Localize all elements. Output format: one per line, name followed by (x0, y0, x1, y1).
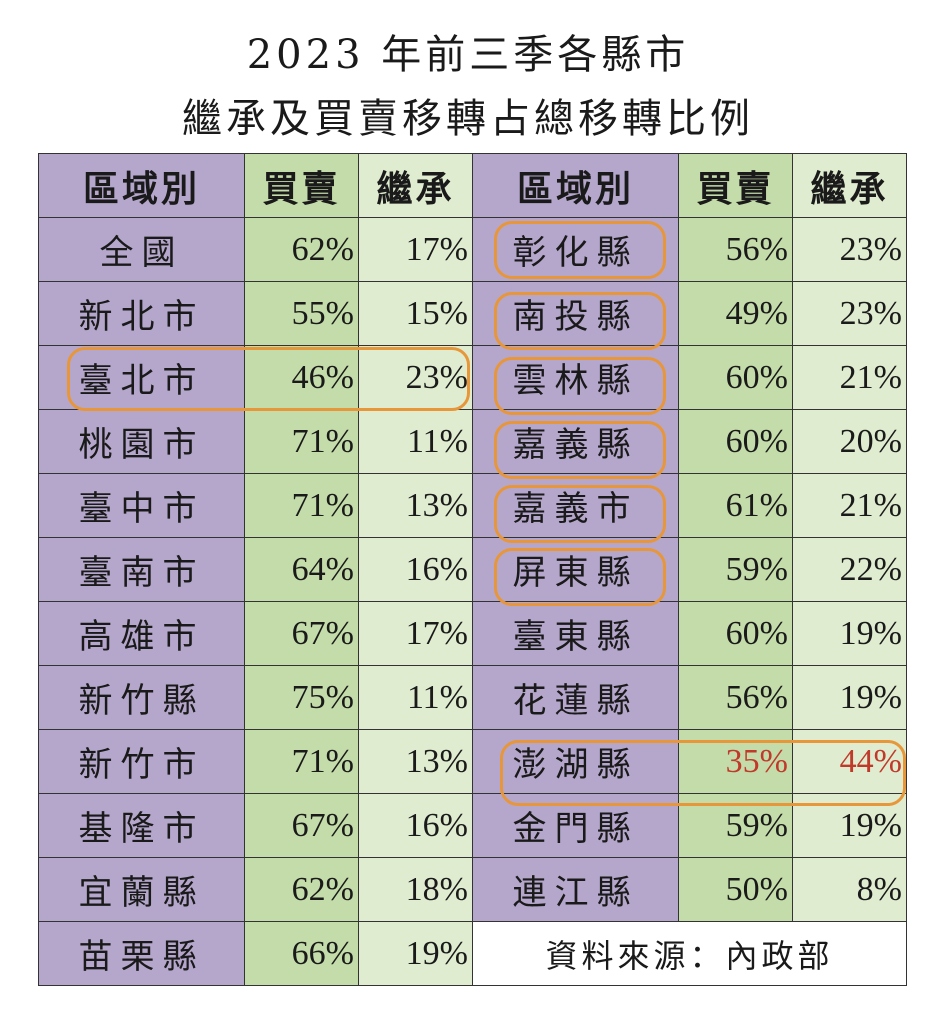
table-row: 新竹縣 75% 11% 花蓮縣 56% 19% (38, 665, 907, 730)
region-cell: 澎湖縣 (472, 729, 679, 794)
header-sale-left: 買賣 (244, 153, 359, 218)
region-cell: 臺中市 (38, 473, 245, 538)
inherit-pct-cell: 16% (358, 793, 473, 858)
sale-pct-cell: 64% (244, 537, 359, 602)
region-cell: 雲林縣 (472, 345, 679, 410)
sale-pct-cell: 66% (244, 921, 359, 986)
sale-pct-cell: 59% (678, 793, 793, 858)
header-inherit-right: 繼承 (792, 153, 907, 218)
region-cell: 高雄市 (38, 601, 245, 666)
inherit-pct-cell: 19% (792, 665, 907, 730)
inherit-pct-cell: 13% (358, 729, 473, 794)
sale-pct-cell: 35% (678, 729, 793, 794)
region-cell: 花蓮縣 (472, 665, 679, 730)
sale-pct-cell: 46% (244, 345, 359, 410)
sale-pct-cell: 56% (678, 217, 793, 282)
region-cell: 全國 (38, 217, 245, 282)
sale-pct-cell: 67% (244, 793, 359, 858)
table-row: 高雄市 67% 17% 臺東縣 60% 19% (38, 601, 907, 666)
table-row: 臺南市 64% 16% 屏東縣 59% 22% (38, 537, 907, 602)
title-line-2: 繼承及買賣移轉占總移轉比例 (182, 96, 754, 142)
sale-pct-cell: 71% (244, 473, 359, 538)
region-cell: 連江縣 (472, 857, 679, 922)
transfer-ratio-table: 區域別 買賣 繼承 區域別 買賣 繼承 全國 62% 17% 彰化縣 56% 23% 新北市… (38, 153, 907, 986)
sale-pct-cell: 61% (678, 473, 793, 538)
region-cell: 新北市 (38, 281, 245, 346)
region-cell: 桃園市 (38, 409, 245, 474)
sale-pct-cell: 75% (244, 665, 359, 730)
inherit-pct-cell: 15% (358, 281, 473, 346)
inherit-pct-cell: 19% (792, 601, 907, 666)
region-cell: 臺北市 (38, 345, 245, 410)
region-cell: 新竹縣 (38, 665, 245, 730)
inherit-pct-cell: 11% (358, 665, 473, 730)
sale-pct-cell: 60% (678, 601, 793, 666)
sale-pct-cell: 62% (244, 217, 359, 282)
header-inherit-left: 繼承 (358, 153, 473, 218)
sale-pct-cell: 50% (678, 857, 793, 922)
table-row: 全國 62% 17% 彰化縣 56% 23% (38, 217, 907, 282)
inherit-pct-cell: 22% (792, 537, 907, 602)
region-cell: 苗栗縣 (38, 921, 245, 986)
header-sale-right: 買賣 (678, 153, 793, 218)
region-cell: 基隆市 (38, 793, 245, 858)
header-region-left: 區域別 (38, 153, 245, 218)
sale-pct-cell: 55% (244, 281, 359, 346)
region-cell: 金門縣 (472, 793, 679, 858)
header-region-right: 區域別 (472, 153, 679, 218)
inherit-pct-cell: 19% (358, 921, 473, 986)
inherit-pct-cell: 17% (358, 601, 473, 666)
region-cell: 宜蘭縣 (38, 857, 245, 922)
region-cell: 嘉義縣 (472, 409, 679, 474)
source-note: 資料來源：內政部 (472, 921, 907, 986)
inherit-pct-cell: 20% (792, 409, 907, 474)
inherit-pct-cell: 16% (358, 537, 473, 602)
region-cell: 嘉義市 (472, 473, 679, 538)
table-row: 基隆市 67% 16% 金門縣 59% 19% (38, 793, 907, 858)
sale-pct-cell: 71% (244, 409, 359, 474)
inherit-pct-cell: 19% (792, 793, 907, 858)
sale-pct-cell: 60% (678, 345, 793, 410)
inherit-pct-cell: 13% (358, 473, 473, 538)
inherit-pct-cell: 21% (792, 473, 907, 538)
inherit-pct-cell: 23% (792, 281, 907, 346)
inherit-pct-cell: 17% (358, 217, 473, 282)
sale-pct-cell: 56% (678, 665, 793, 730)
inherit-pct-cell: 44% (792, 729, 907, 794)
table-row: 苗栗縣 66% 19% 資料來源：內政部 (38, 921, 907, 986)
table-row: 新竹市 71% 13% 澎湖縣 35% 44% (38, 729, 907, 794)
region-cell: 臺東縣 (472, 601, 679, 666)
inherit-pct-cell: 21% (792, 345, 907, 410)
sale-pct-cell: 71% (244, 729, 359, 794)
inherit-pct-cell: 23% (792, 217, 907, 282)
table-row: 宜蘭縣 62% 18% 連江縣 50% 8% (38, 857, 907, 922)
region-cell: 南投縣 (472, 281, 679, 346)
table-row: 臺北市 46% 23% 雲林縣 60% 21% (38, 345, 907, 410)
inherit-pct-cell: 8% (792, 857, 907, 922)
table-row: 臺中市 71% 13% 嘉義市 61% 21% (38, 473, 907, 538)
region-cell: 彰化縣 (472, 217, 679, 282)
sale-pct-cell: 59% (678, 537, 793, 602)
inherit-pct-cell: 11% (358, 409, 473, 474)
table-row: 新北市 55% 15% 南投縣 49% 23% (38, 281, 907, 346)
inherit-pct-cell: 23% (358, 345, 473, 410)
sale-pct-cell: 49% (678, 281, 793, 346)
region-cell: 屏東縣 (472, 537, 679, 602)
sale-pct-cell: 67% (244, 601, 359, 666)
region-cell: 新竹市 (38, 729, 245, 794)
inherit-pct-cell: 18% (358, 857, 473, 922)
sale-pct-cell: 60% (678, 409, 793, 474)
region-cell: 臺南市 (38, 537, 245, 602)
table-header-row: 區域別 買賣 繼承 區域別 買賣 繼承 (38, 153, 907, 218)
table-row: 桃園市 71% 11% 嘉義縣 60% 20% (38, 409, 907, 474)
sale-pct-cell: 62% (244, 857, 359, 922)
title-line-1: 2023 年前三季各縣市 (246, 32, 690, 78)
